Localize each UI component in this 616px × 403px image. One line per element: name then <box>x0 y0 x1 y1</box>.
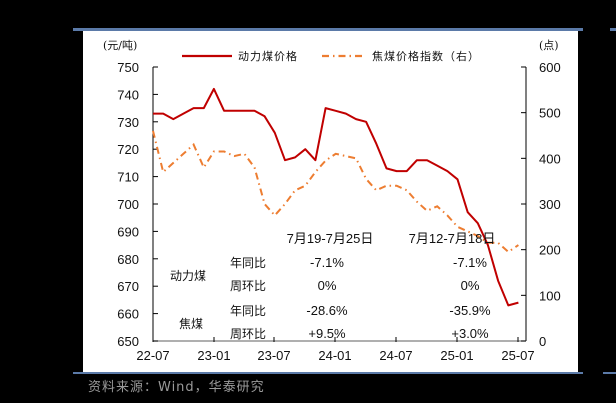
legend: 动力煤价格 焦煤价格指数（右） <box>182 49 480 63</box>
source-note: 资料来源：Wind，华泰研究 <box>88 380 265 395</box>
right-tick-label: 600 <box>539 60 561 75</box>
left-tick-label: 740 <box>117 87 139 102</box>
header-rule-next <box>610 28 616 31</box>
table-value: 0% <box>318 278 337 293</box>
left-tick-label: 690 <box>117 224 139 239</box>
table-value: +9.5% <box>308 326 346 341</box>
coking-coal-index-line <box>152 130 519 254</box>
left-tick-label: 660 <box>117 307 139 322</box>
table-value: 0% <box>461 278 480 293</box>
right-tick-label: 500 <box>539 106 561 121</box>
left-tick-label: 720 <box>117 142 139 157</box>
right-tick-label: 200 <box>539 243 561 258</box>
left-tick-label: 670 <box>117 279 139 294</box>
right-tick-label: 100 <box>539 288 561 303</box>
table-value: -7.1% <box>453 255 487 270</box>
x-tick-label: 23-07 <box>257 348 290 363</box>
table-group-label: 焦煤 <box>179 317 203 331</box>
x-tick-label: 24-01 <box>318 348 351 363</box>
left-tick-label: 700 <box>117 197 139 212</box>
x-tick-label: 24-07 <box>379 348 412 363</box>
x-tick-label: 25-07 <box>501 348 534 363</box>
table-group-label: 动力煤 <box>170 269 206 283</box>
right-tick-label: 300 <box>539 197 561 212</box>
table-value: -35.9% <box>449 303 491 318</box>
table-metric-label: 年同比 <box>230 256 266 270</box>
table-header: 7月19-7月25日 <box>287 231 374 246</box>
legend-label-thermal: 动力煤价格 <box>238 49 298 63</box>
chart-panel <box>83 31 578 372</box>
footer-rule-next <box>603 372 616 374</box>
x-tick-label: 23-01 <box>197 348 230 363</box>
thermal-coal-price-line <box>153 87 519 307</box>
right-tick-label: 400 <box>539 151 561 166</box>
axes: 750 740 730 720 710 700 690 680 670 660 650 600 500 4… <box>103 39 561 363</box>
left-tick-label: 730 <box>117 115 139 130</box>
footer-rule <box>73 372 583 374</box>
table-header: 7月12-7月18日 <box>409 231 496 246</box>
right-unit-label: (点) <box>539 39 559 52</box>
series <box>152 87 519 307</box>
x-tick-label: 22-07 <box>136 348 169 363</box>
right-tick-label: 0 <box>539 334 546 349</box>
left-unit-label: (元/吨) <box>103 39 137 52</box>
table-value: -28.6% <box>306 303 348 318</box>
table-metric-label: 周环比 <box>230 327 266 341</box>
left-tick-label: 710 <box>117 170 139 185</box>
legend-label-coking: 焦煤价格指数（右） <box>372 49 480 63</box>
left-tick-label: 750 <box>117 60 139 75</box>
x-tick-label: 25-01 <box>440 348 473 363</box>
table-value: -7.1% <box>310 255 344 270</box>
table-metric-label: 年同比 <box>230 304 266 318</box>
table-value: +3.0% <box>451 326 489 341</box>
table-metric-label: 周环比 <box>230 279 266 293</box>
left-tick-label: 650 <box>117 334 139 349</box>
left-tick-label: 680 <box>117 252 139 267</box>
header-rule <box>73 28 583 31</box>
